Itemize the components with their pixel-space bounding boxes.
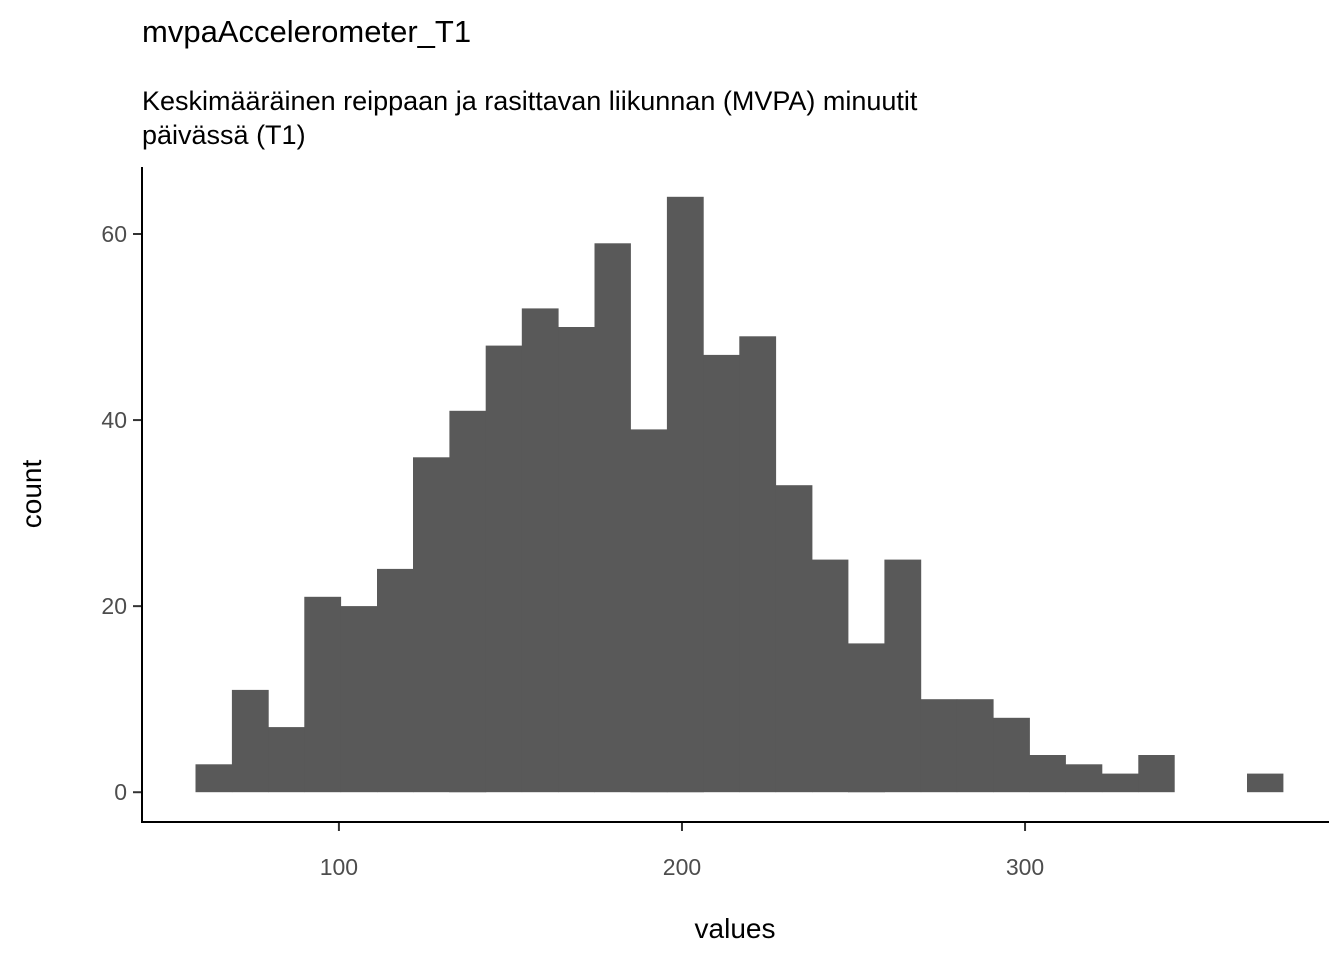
histogram-bar-6 — [413, 457, 450, 793]
histogram-bar-4 — [340, 606, 378, 793]
histogram-bar-13 — [666, 196, 704, 793]
histogram-bar-21 — [956, 699, 994, 793]
histogram-bar-3 — [304, 596, 342, 793]
histogram-bar-9 — [521, 308, 559, 793]
histogram-bar-22 — [993, 717, 1030, 793]
histogram-bar-23 — [1029, 755, 1066, 793]
x-tick-label-100: 100 — [320, 854, 358, 880]
histogram-bar-0 — [195, 764, 233, 793]
x-tick-label-300: 300 — [1006, 854, 1044, 880]
y-tick-label-20: 20 — [101, 593, 127, 619]
y-axis-ticks: 0 20 40 60 — [101, 221, 142, 805]
histogram-bar-18 — [848, 643, 885, 793]
histogram-bar-5 — [377, 568, 414, 793]
histogram-bar-12 — [630, 429, 668, 793]
histogram-bar-16 — [775, 485, 813, 793]
x-axis-title: values — [695, 913, 776, 944]
histogram-bar-17 — [812, 559, 849, 793]
histogram-bar-8 — [485, 345, 523, 793]
histogram-bar-10 — [558, 327, 595, 793]
x-tick-label-200: 200 — [663, 854, 701, 880]
histogram-bar-29 — [1247, 773, 1284, 793]
histogram-bar-19 — [884, 559, 922, 793]
histogram-bar-11 — [594, 243, 631, 793]
histogram-bar-20 — [920, 699, 958, 793]
chart-title: mvpaAccelerometer_T1 — [142, 14, 471, 49]
histogram-bar-7 — [449, 410, 487, 793]
histogram-bar-24 — [1065, 764, 1103, 793]
histogram-bar-2 — [268, 727, 305, 793]
histogram-bar-26 — [1138, 755, 1175, 793]
y-tick-label-0: 0 — [114, 779, 127, 805]
chart-subtitle-line-2: päivässä (T1) — [142, 120, 306, 150]
y-axis-title: count — [16, 460, 47, 529]
y-tick-label-60: 60 — [101, 221, 127, 247]
histogram-bars — [195, 196, 1284, 793]
histogram-bar-1 — [231, 689, 269, 793]
histogram-bar-14 — [703, 354, 740, 793]
chart-subtitle-line-1: Keskimääräinen reippaan ja rasittavan li… — [142, 86, 918, 116]
x-axis-ticks: 100 200 300 — [320, 822, 1044, 880]
y-tick-label-40: 40 — [101, 407, 127, 433]
histogram-bar-15 — [739, 336, 777, 793]
histogram-bar-25 — [1101, 773, 1139, 793]
